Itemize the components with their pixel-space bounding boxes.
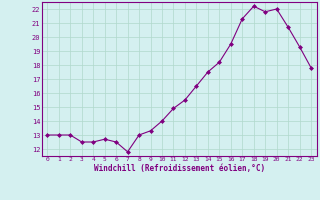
X-axis label: Windchill (Refroidissement éolien,°C): Windchill (Refroidissement éolien,°C) xyxy=(94,164,265,173)
